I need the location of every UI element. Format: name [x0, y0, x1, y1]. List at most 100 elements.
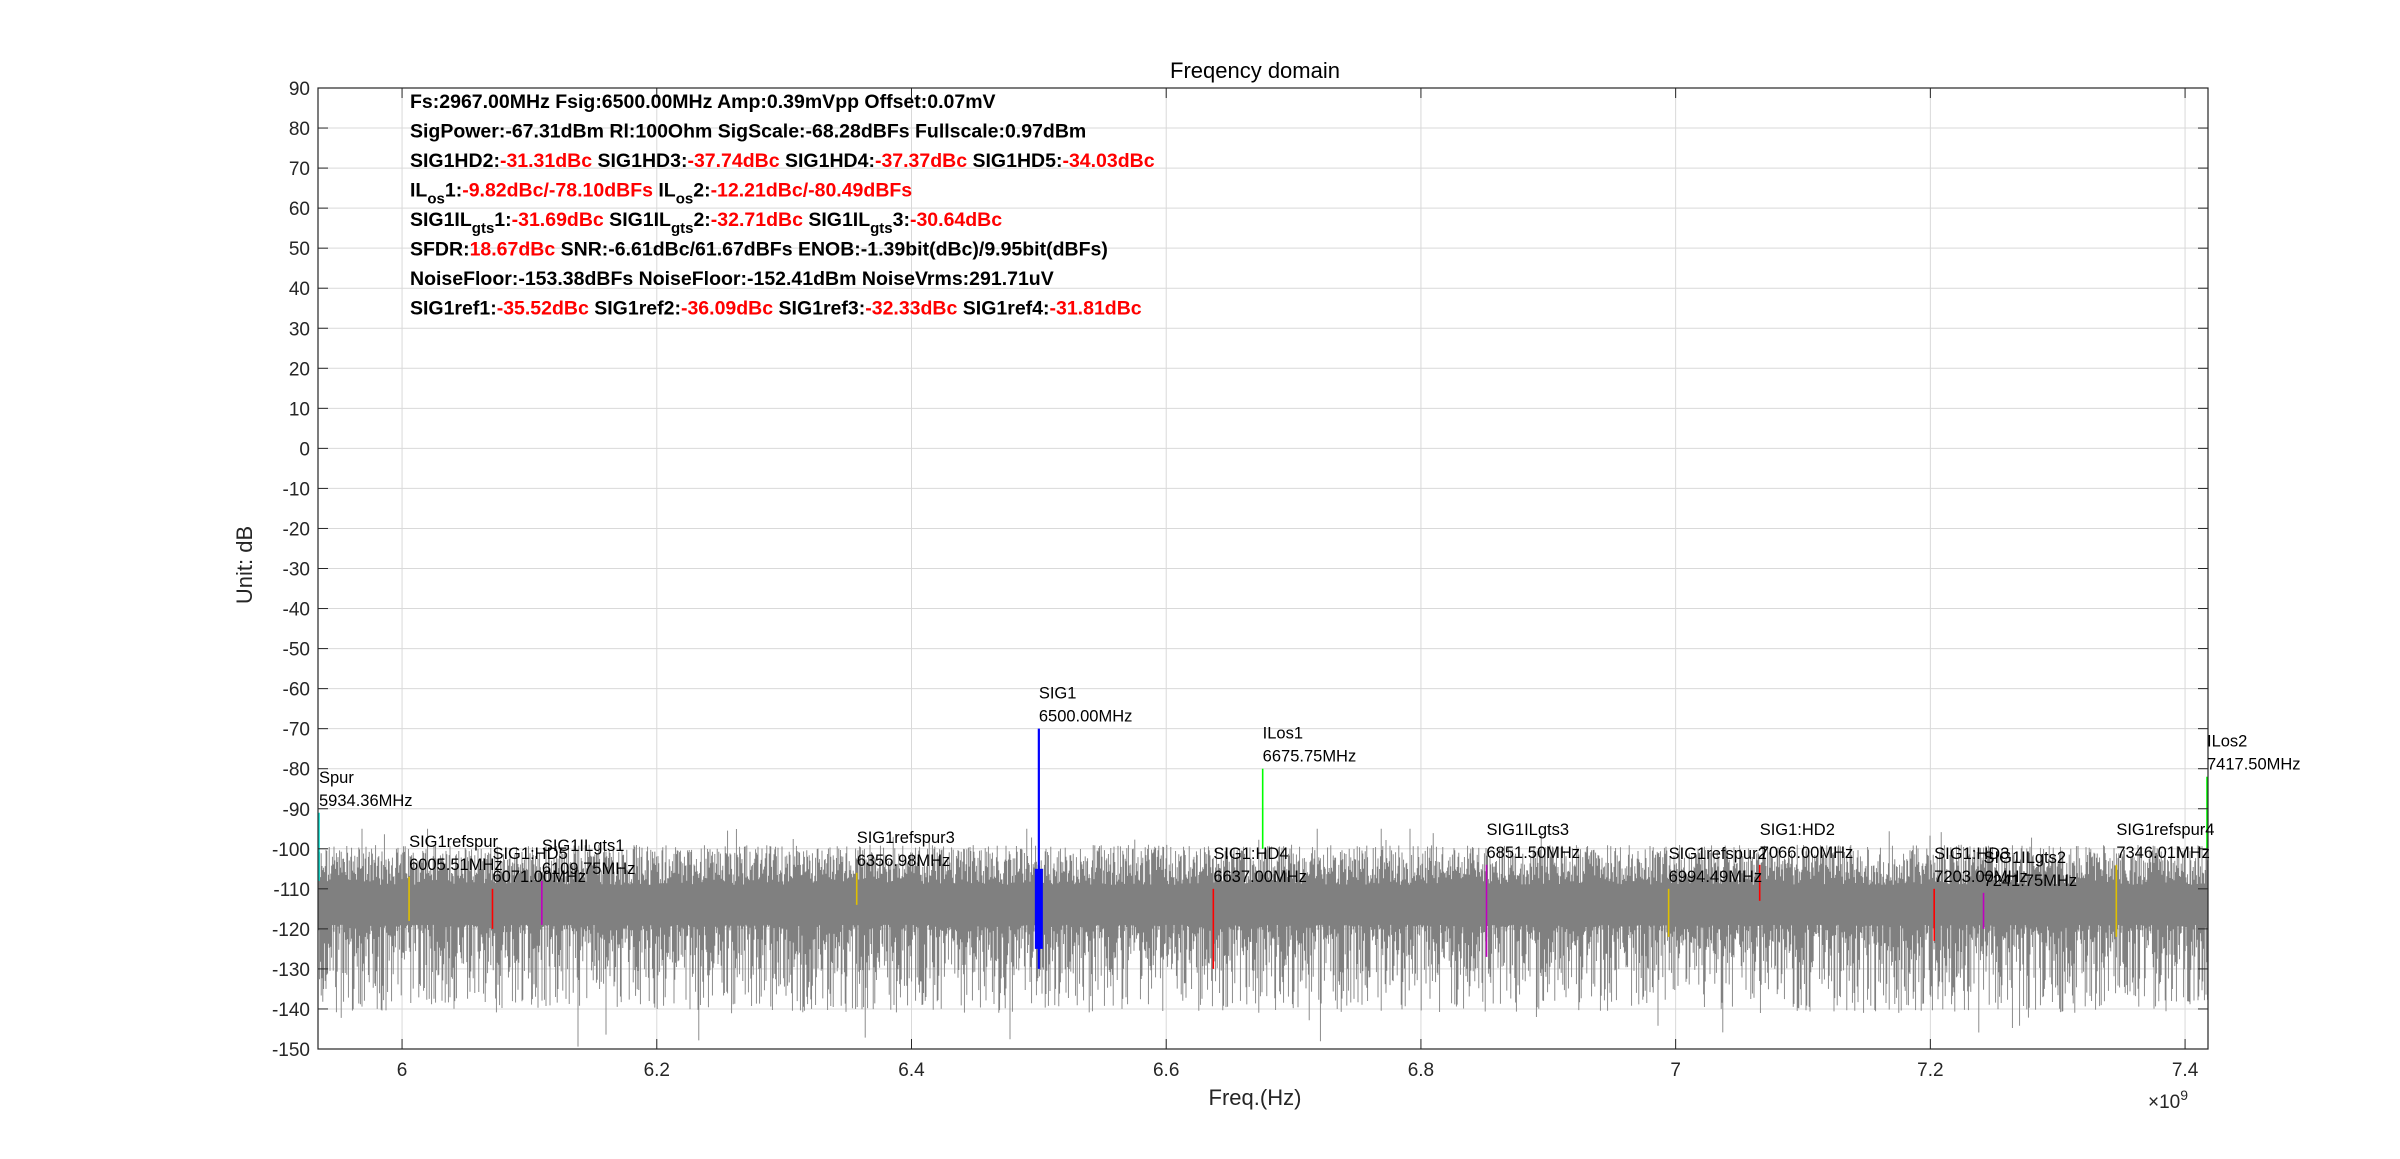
marker-label: SIG1refspur4 7346.01MHz	[2116, 821, 2214, 862]
metrics-segment: os	[427, 191, 445, 208]
y-tick-label: -90	[283, 800, 310, 821]
marker-label: SIG1ILgts1 6109.75MHz	[542, 837, 636, 878]
metrics-segment: -9.82dBc/-78.10dBFs	[462, 180, 653, 202]
metrics-segment: SIG1IL	[604, 209, 671, 231]
metrics-segment: IL	[653, 180, 676, 202]
marker-label: SIG1:HD2 7066.00MHz	[1760, 821, 1854, 862]
metrics-segment: -32.71dBc	[711, 209, 803, 231]
metrics-line: SFDR:18.67dBc SNR:-6.61dBc/61.67dBFs ENO…	[410, 239, 1108, 261]
metrics-segment: SIG1IL	[410, 209, 472, 231]
metrics-segment: Fs:2967.00MHz Fsig:6500.00MHz Amp:0.39mV…	[410, 91, 996, 113]
metrics-segment: IL	[410, 180, 427, 202]
x-axis-label: Freq.(Hz)	[1209, 1085, 1302, 1110]
x-tick-label: 7.2	[1917, 1060, 1943, 1081]
metrics-line: SIG1ref1:-35.52dBc SIG1ref2:-36.09dBc SI…	[410, 298, 1142, 320]
metrics-segment: SIG1HD4:	[780, 150, 875, 172]
y-tick-label: -70	[283, 720, 310, 741]
metrics-segment: -34.03dBc	[1062, 150, 1154, 172]
metrics-segment: -36.09dBc	[681, 298, 773, 320]
y-tick-label: 90	[289, 79, 310, 100]
y-axis-label: Unit: dB	[232, 526, 257, 604]
metrics-line: NoiseFloor:-153.38dBFs NoiseFloor:-152.4…	[410, 268, 1054, 290]
y-tick-label: 80	[289, 119, 310, 140]
y-tick-label: 10	[289, 399, 310, 420]
marker-label: ILos2 7417.50MHz	[2207, 733, 2301, 774]
x-tick-label: 7.4	[2172, 1060, 2199, 1081]
axis-ticks	[318, 87, 2208, 1050]
marker-label: ILos1 6675.75MHz	[1263, 725, 1357, 766]
metrics-segment: -37.37dBc	[875, 150, 967, 172]
metrics-line: SIG1ILgts1:-31.69dBc SIG1ILgts2:-32.71dB…	[410, 209, 1002, 237]
metrics-segment: gts	[472, 220, 495, 237]
metrics-segment: gts	[870, 220, 893, 237]
metrics-segment: SIG1HD2:	[410, 150, 500, 172]
marker-label: SIG1:HD3 7203.00MHz	[1934, 845, 2028, 886]
metrics-segment: -12.21dBc/-80.49dBFs	[711, 180, 913, 202]
y-tick-label: -140	[272, 1000, 310, 1021]
marker-label: SIG1refspur 6005.51MHz	[409, 833, 503, 874]
x-tick-label: 6.8	[1408, 1060, 1434, 1081]
y-tick-label: -100	[272, 840, 310, 861]
metrics-segment: -31.31dBc	[500, 150, 592, 172]
y-tick-label: 60	[289, 199, 310, 220]
metrics-segment: SIG1ref3:	[773, 298, 865, 320]
y-tick-label: -110	[273, 880, 310, 901]
spur-markers	[318, 728, 2208, 969]
marker-label: SIG1refspur3 6356.98MHz	[857, 829, 955, 870]
metrics-segment: 1:	[445, 180, 462, 202]
metrics-annotation: Fs:2967.00MHz Fsig:6500.00MHz Amp:0.39mV…	[410, 91, 1155, 320]
metrics-line: SigPower:-67.31dBm Rl:100Ohm SigScale:-6…	[410, 121, 1086, 143]
metrics-segment: SNR:-6.61dBc/61.67dBFs ENOB:-1.39bit(dBc…	[555, 239, 1108, 261]
y-tick-label: -20	[283, 519, 310, 540]
metrics-segment: -32.33dBc	[865, 298, 957, 320]
metrics-line: Fs:2967.00MHz Fsig:6500.00MHz Amp:0.39mV…	[410, 91, 996, 113]
metrics-segment: SIG1ref4:	[957, 298, 1049, 320]
metrics-segment: 3:	[893, 209, 910, 231]
metrics-segment: SigPower:-67.31dBm Rl:100Ohm SigScale:-6…	[410, 121, 1086, 143]
marker-label: SIG1ILgts3 6851.50MHz	[1487, 821, 1581, 862]
y-tick-label: -10	[283, 479, 310, 500]
plot-axes: 90 80 70 60 50 40 30 20 10 0 -10 -20 -30 -40 -50 -60 -70…	[272, 79, 2209, 1081]
y-tick-label: -80	[283, 760, 310, 781]
y-tick-label: -50	[283, 640, 310, 661]
y-tick-label: -150	[272, 1040, 310, 1061]
marker-label: SIG1 6500.00MHz	[1039, 685, 1133, 726]
metrics-segment: -30.64dBc	[910, 209, 1002, 231]
y-tick-label: -120	[272, 920, 310, 941]
marker-label: SIG1refspur2 6994.49MHz	[1669, 845, 1767, 886]
x-tick-label: 6.4	[898, 1060, 925, 1081]
metrics-segment: -35.52dBc	[497, 298, 589, 320]
y-tick-label: -30	[283, 560, 310, 581]
metrics-segment: SIG1ref1:	[410, 298, 497, 320]
y-tick-label: 20	[289, 359, 310, 380]
x-tick-labels: 6 6.2 6.4 6.6 6.8 7 7.2 7.4	[397, 1060, 2199, 1081]
metrics-segment: SIG1HD5:	[967, 150, 1062, 172]
y-tick-label: 70	[289, 159, 310, 180]
x-tick-label: 7	[1670, 1060, 1681, 1081]
y-tick-label: 30	[289, 319, 310, 340]
metrics-segment: 2:	[693, 209, 710, 231]
metrics-segment: gts	[671, 220, 694, 237]
metrics-line: SIG1HD2:-31.31dBc SIG1HD3:-37.74dBc SIG1…	[410, 150, 1155, 172]
metrics-segment: 2:	[693, 180, 710, 202]
metrics-segment: SFDR:	[410, 239, 470, 261]
x-exponent-label: ×109	[2148, 1087, 2188, 1113]
metrics-segment: 18.67dBc	[470, 239, 556, 261]
metrics-segment: SIG1IL	[803, 209, 870, 231]
marker-label: Spur 5934.36MHz	[319, 769, 413, 810]
metrics-segment: -37.74dBc	[687, 150, 779, 172]
x-tick-label: 6.6	[1153, 1060, 1179, 1081]
metrics-line: ILos1:-9.82dBc/-78.10dBFs ILos2:-12.21dB…	[410, 180, 912, 208]
y-tick-label: -40	[283, 600, 310, 621]
metrics-segment: -31.81dBc	[1050, 298, 1142, 320]
y-tick-label: 40	[289, 279, 310, 300]
metrics-segment: -31.69dBc	[512, 209, 604, 231]
metrics-segment: SIG1ref2:	[589, 298, 681, 320]
y-tick-label: -130	[272, 960, 310, 981]
metrics-segment: 1:	[494, 209, 511, 231]
marker-label: SIG1:HD5 6071.00MHz	[492, 845, 586, 886]
marker-label: SIG1:HD4 6637.00MHz	[1213, 845, 1307, 886]
y-tick-label: 50	[289, 239, 310, 260]
